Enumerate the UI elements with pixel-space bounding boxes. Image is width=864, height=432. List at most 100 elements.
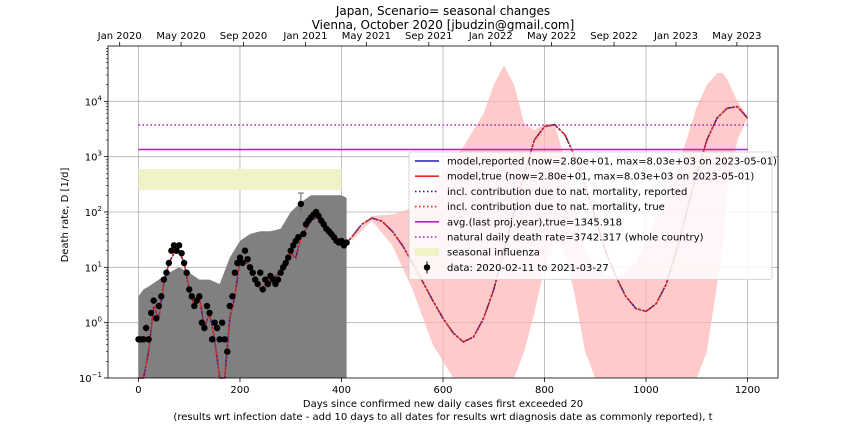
- x-tick-label-1: 200: [230, 385, 249, 396]
- data-point: [203, 302, 211, 310]
- legend-entry-4: avg.(last proj.year),true=1345.918: [447, 217, 622, 228]
- data-point: [226, 302, 233, 310]
- data-point: [246, 264, 254, 271]
- top-tick-label-0: Jan 2020: [97, 31, 142, 42]
- data-point: [168, 247, 175, 254]
- data-point: [211, 319, 218, 326]
- data-point: [236, 254, 244, 261]
- data-point: [241, 247, 249, 254]
- data-point: [295, 234, 302, 241]
- data-point: [244, 256, 251, 263]
- data-point: [287, 247, 294, 254]
- data-point: [282, 259, 289, 267]
- data-point: [264, 280, 272, 288]
- legend-entry-1: model,true (now=2.80e+01, max=8.03e+03 o…: [447, 172, 754, 183]
- data-point: [186, 286, 193, 293]
- top-tick-label-1: May 2020: [156, 31, 205, 42]
- x-axis: 0 200 400 600 800 1000 1200: [135, 378, 760, 396]
- top-tick-label-9: Jan 2023: [653, 31, 698, 42]
- data-points: [135, 192, 350, 355]
- data-point: [201, 324, 208, 332]
- data-point: [208, 336, 216, 343]
- top-tick-label-2: Sep 2020: [220, 31, 267, 42]
- y-tick-label-3: 102: [85, 205, 102, 219]
- data-point: [183, 269, 190, 276]
- top-tick-label-10: May 2023: [712, 31, 761, 42]
- legend-entry-6: seasonal influenza: [447, 248, 540, 259]
- data-point: [274, 276, 282, 283]
- data-point: [249, 269, 256, 276]
- data-point: [160, 276, 167, 283]
- data-point: [178, 250, 185, 257]
- data-point: [229, 293, 236, 300]
- top-tick-label-3: Jan 2021: [282, 31, 327, 42]
- data-point: [219, 319, 226, 326]
- data-point: [158, 293, 165, 300]
- legend-entry-5: natural daily death rate=3742.317 (whole…: [447, 233, 704, 244]
- data-point: [173, 247, 180, 254]
- y-axis: 10−1 100 101 102 103 104: [79, 48, 108, 385]
- data-point: [165, 259, 173, 267]
- data-point: [175, 242, 183, 249]
- x-tick-label-2: 400: [332, 385, 351, 396]
- top-tick-label-7: May 2022: [527, 31, 576, 42]
- legend-entry-0: model,reported (now=2.80e+01, max=8.03e+…: [447, 157, 777, 168]
- legend: model,reported (now=2.80e+01, max=8.03e+…: [408, 151, 777, 280]
- x-tick-label-5: 1000: [633, 385, 658, 396]
- data-point: [150, 297, 157, 304]
- data-point: [206, 309, 213, 317]
- data-point: [343, 239, 350, 246]
- data-point: [259, 286, 266, 293]
- data-point: [300, 230, 307, 238]
- x-tick-label-3: 600: [433, 385, 452, 396]
- x-tick-label-6: 1200: [735, 385, 760, 396]
- y-tick-label-5: 104: [85, 94, 103, 108]
- data-point: [234, 259, 241, 267]
- data-point: [224, 348, 231, 355]
- data-point: [297, 200, 305, 208]
- data-point: [257, 269, 264, 276]
- data-point: [140, 336, 147, 343]
- seasonal-influenza-band: [138, 168, 342, 190]
- data-point: [170, 242, 178, 249]
- x-tick-label-0: 0: [135, 385, 141, 396]
- legend-entry-7: data: 2020-02-11 to 2021-03-27: [447, 263, 609, 274]
- data-point: [221, 336, 228, 343]
- data-point: [145, 336, 152, 343]
- x-axis-label: Days since confirmed new daily cases fir…: [303, 399, 583, 410]
- x-tick-label-4: 800: [535, 385, 554, 396]
- data-point: [188, 293, 195, 300]
- data-point: [163, 269, 170, 276]
- data-point: [231, 269, 239, 276]
- y-tick-label-4: 103: [85, 150, 102, 164]
- data-point: [196, 293, 203, 300]
- data-point: [191, 302, 198, 310]
- chart-subtitle: Vienna, October 2020 [jbudzin@gmail.com]: [312, 18, 575, 32]
- data-point: [254, 280, 261, 288]
- data-point: [213, 324, 221, 332]
- data-point: [277, 269, 284, 276]
- data-point: [142, 324, 150, 332]
- data-point: [155, 302, 162, 310]
- data-range-band: [138, 195, 347, 378]
- x-axis-label-secondary: (results wrt infection date - add 10 day…: [173, 412, 712, 423]
- top-tick-label-4: May 2021: [342, 31, 391, 42]
- legend-handle-6: [415, 248, 439, 257]
- legend-handle-7: [423, 264, 431, 271]
- top-tick-label-6: Jan 2022: [468, 31, 513, 42]
- legend-box: [408, 151, 773, 280]
- y-tick-label-0: 10−1: [79, 371, 102, 385]
- data-point: [147, 309, 155, 317]
- y-tick-label-2: 101: [85, 260, 102, 274]
- data-point: [180, 259, 188, 267]
- y-axis-label: Death rate, D [1/d]: [60, 167, 71, 262]
- data-point: [198, 319, 206, 326]
- top-tick-label-8: Sep 2022: [590, 31, 637, 42]
- chart-title: Japan, Scenario= seasonal changes: [335, 4, 550, 18]
- top-date-axis: Jan 2020 May 2020 Sep 2020 Jan 2021 May 2021…: [97, 31, 762, 46]
- legend-entry-3: incl. contribution due to nat. mortality…: [447, 202, 665, 213]
- y-tick-label-1: 100: [85, 316, 102, 330]
- top-tick-label-5: Sep 2021: [405, 31, 452, 42]
- legend-entry-2: incl. contribution due to nat. mortality…: [447, 187, 687, 198]
